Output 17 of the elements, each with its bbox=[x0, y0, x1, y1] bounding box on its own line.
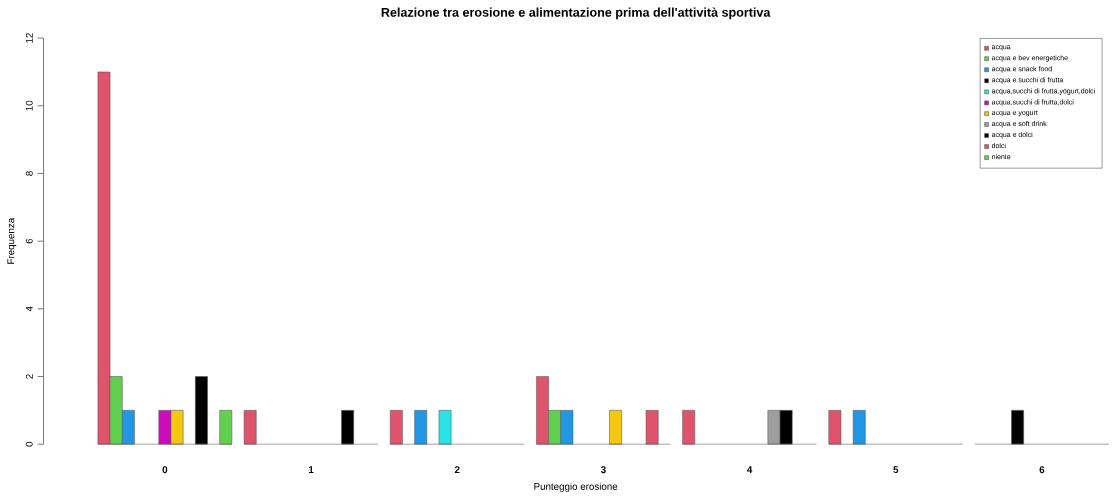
x-tick-label: 2 bbox=[454, 466, 460, 473]
x-tick-label: 0 bbox=[162, 466, 168, 473]
y-tick-label: 2 bbox=[25, 374, 33, 379]
x-tick-label: 5 bbox=[893, 466, 899, 473]
x-tick-label: 1 bbox=[308, 466, 314, 473]
chart-title: Relazione tra erosione e alimentazione prima dell'attività sportiva bbox=[381, 7, 771, 20]
y-tick-label: 12 bbox=[25, 33, 33, 43]
x-axis-title: Punteggio erosione bbox=[534, 482, 618, 492]
y-axis-title: Frequenza bbox=[7, 217, 17, 264]
y-tick-label: 10 bbox=[25, 100, 33, 111]
y-tick-label: 8 bbox=[25, 171, 33, 176]
x-tick-label: 3 bbox=[600, 466, 606, 474]
x-tick-label: 6 bbox=[1039, 466, 1045, 473]
y-tick-label: 0 bbox=[25, 441, 33, 447]
x-tick-label: 4 bbox=[747, 466, 753, 473]
y-tick-label: 4 bbox=[25, 306, 33, 312]
y-tick-label: 6 bbox=[25, 238, 33, 244]
